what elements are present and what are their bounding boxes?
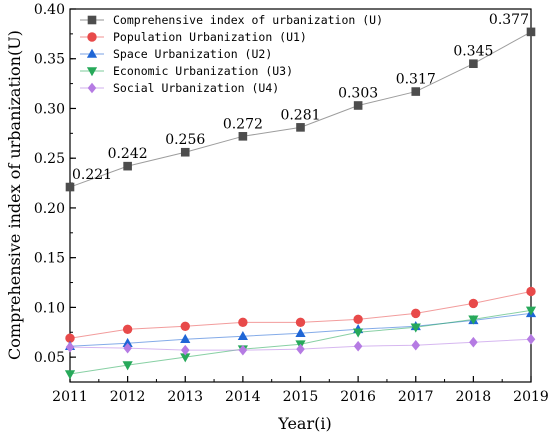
x-tick-label: 2011 <box>52 389 88 405</box>
data-point <box>123 161 132 171</box>
x-tick-label: 2013 <box>167 389 203 405</box>
data-label: 0.272 <box>223 116 263 132</box>
data-label: 0.345 <box>453 44 493 60</box>
legend-label: Economic Urbanization (U3) <box>113 64 293 78</box>
data-point <box>64 370 76 380</box>
data-point <box>180 333 191 344</box>
data-point <box>180 321 190 331</box>
x-axis-ticks: 2011 2012 2013 2014 2015 2016 2017 2018 2019 <box>52 376 549 405</box>
legend-item: Social Urbanization (U4) <box>80 81 279 95</box>
data-label: 0.221 <box>72 167 112 183</box>
data-label: 0.317 <box>396 72 436 88</box>
legend-item: Space Urbanization (U2) <box>80 47 272 61</box>
y-tick-label: 0.15 <box>34 251 65 267</box>
data-point <box>238 344 248 356</box>
data-point <box>295 317 306 328</box>
data-point <box>238 132 248 141</box>
data-point <box>237 330 248 341</box>
y-tick-label: 0.05 <box>34 350 65 366</box>
data-point <box>180 353 191 363</box>
data-label: 0.281 <box>280 107 320 123</box>
data-point <box>296 343 305 355</box>
legend-label: Space Urbanization (U2) <box>113 47 272 61</box>
data-point <box>469 59 478 69</box>
y-tick-label: 0.35 <box>34 52 65 68</box>
data-point <box>122 337 133 348</box>
series-2 <box>65 286 536 343</box>
legend-marker <box>86 67 98 77</box>
data-point <box>296 123 305 132</box>
data-point <box>526 27 536 37</box>
y-tick-label: 0.40 <box>34 2 65 18</box>
y-tick-label: 0.30 <box>34 101 65 117</box>
legend-marker <box>87 82 97 94</box>
data-point <box>410 323 421 333</box>
data-label: 0.242 <box>108 146 148 162</box>
data-label: 0.377 <box>489 12 529 28</box>
legend-label: Comprehensive index of urbanization (U) <box>113 13 383 27</box>
data-point <box>295 327 306 338</box>
y-axis-ticks: 0.05 0.10 0.15 0.20 0.25 0.30 0.35 0.40 <box>34 2 76 383</box>
x-tick-label: 2018 <box>456 389 492 405</box>
x-tick-label: 2017 <box>398 389 434 405</box>
data-point <box>122 324 133 334</box>
y-tick-label: 0.10 <box>34 300 65 316</box>
data-point <box>411 339 421 351</box>
x-tick-label: 2015 <box>283 389 319 405</box>
x-tick-label: 2016 <box>340 389 376 405</box>
data-point <box>122 361 133 371</box>
legend-marker <box>87 32 97 42</box>
data-point <box>526 286 536 297</box>
y-axis-title: Comprehensive index of urbanization(U) <box>5 30 24 360</box>
data-label: 0.303 <box>338 85 378 101</box>
data-point <box>526 333 536 345</box>
data-point <box>123 342 132 354</box>
x-axis-title: Year(i) <box>277 414 331 433</box>
data-point <box>353 314 363 325</box>
legend-marker <box>87 15 97 25</box>
legend: Comprehensive index of urbanization (U) P… <box>80 13 383 95</box>
data-point <box>238 317 248 328</box>
data-label: 0.256 <box>165 132 205 148</box>
data-point <box>65 182 75 192</box>
legend-item: Population Urbanization (U1) <box>80 30 307 44</box>
y-tick-label: 0.25 <box>34 151 65 167</box>
data-point <box>468 315 479 325</box>
data-labels: 0.221 0.242 0.256 0.272 0.281 0.303 0.317 0.345… <box>72 12 529 183</box>
data-point <box>65 333 75 343</box>
data-point <box>525 306 537 316</box>
legend-item: Comprehensive index of urbanization (U) <box>80 13 383 27</box>
series-5 <box>65 333 536 356</box>
data-point <box>65 341 75 353</box>
legend-marker <box>86 48 98 58</box>
data-point <box>353 328 364 338</box>
data-point <box>180 344 190 356</box>
data-point <box>469 336 478 348</box>
y-tick-label: 0.20 <box>34 201 65 217</box>
legend-label: Social Urbanization (U4) <box>113 81 279 95</box>
series-1 <box>65 27 536 192</box>
x-tick-label: 2019 <box>513 389 549 405</box>
series-layer <box>64 27 537 380</box>
data-point <box>468 298 479 309</box>
x-tick-label: 2012 <box>110 389 146 405</box>
x-tick-label: 2014 <box>225 389 261 405</box>
data-point <box>411 87 421 96</box>
data-point <box>411 308 421 319</box>
data-point <box>353 340 363 352</box>
legend-label: Population Urbanization (U1) <box>113 30 307 44</box>
legend-item: Economic Urbanization (U3) <box>80 64 293 78</box>
data-point <box>353 101 363 110</box>
data-point <box>180 147 190 157</box>
